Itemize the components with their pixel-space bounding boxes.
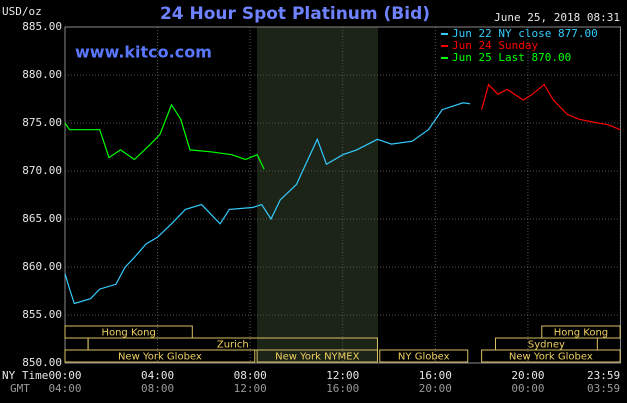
session-label: New York NYMEX [275, 352, 360, 363]
x-tick-label: 16:00 [419, 369, 452, 382]
y-tick-label: 860.00 [22, 260, 62, 273]
session-label: New York Globex [509, 352, 593, 363]
session-label: Hong Kong [554, 328, 608, 339]
unit-label: USD/oz [2, 5, 42, 18]
y-tick-label: 880.00 [22, 68, 62, 81]
x-tick-label: 12:00 [326, 369, 359, 382]
session-label: Zurich [217, 340, 249, 351]
session-box [481, 349, 621, 363]
x-tick-label-gmt: 04:00 [48, 382, 81, 395]
x-tick-label: 04:00 [141, 369, 174, 382]
legend-label: Jun 24 Sunday [452, 39, 538, 52]
series-line [481, 83, 621, 131]
x-tick-label-gmt: 20:00 [419, 382, 452, 395]
x-tick-label-gmt: 08:00 [141, 382, 174, 395]
y-tick-label: 865.00 [22, 212, 62, 225]
session-label: NY Globex [398, 352, 450, 363]
x-tick-label-gmt: 00:00 [511, 382, 544, 395]
x-tick-label: 08:00 [234, 369, 267, 382]
x-tick-label-gmt: 16:00 [326, 382, 359, 395]
x-axis-label: NY Time [2, 369, 48, 382]
x-tick-label-gmt: 12:00 [234, 382, 267, 395]
x-tick-label: 23:59 [587, 369, 620, 382]
x-axis2-label: GMT [10, 382, 30, 395]
timestamp: June 25, 2018 08:31 [494, 11, 620, 24]
legend-label: Jun 22 NY close 877.00 [452, 27, 598, 40]
watermark: www.kitco.com [75, 43, 212, 62]
sessions: Hong Kong Zurich New York Globex New York N… [64, 325, 621, 363]
y-tick-label: 875.00 [22, 116, 62, 129]
legend-label: Jun 25 Last 870.00 [452, 51, 571, 64]
series-line [64, 103, 265, 170]
y-tick-label: 855.00 [22, 308, 62, 321]
session-box [379, 349, 469, 363]
nymex-shade [257, 27, 378, 363]
chart-title: 24 Hour Spot Platinum (Bid) [160, 4, 430, 24]
session-label: New York Globex [118, 352, 202, 363]
session-label: Sydney [528, 340, 565, 351]
x-tick-label: 20:00 [511, 369, 544, 382]
x-tick-label-gmt: 03:59 [587, 382, 620, 395]
session-label: Hong Kong [101, 328, 155, 339]
x-tick-label: 00:00 [48, 369, 81, 382]
series-line [64, 102, 471, 305]
session-box [256, 349, 378, 363]
session-box [64, 349, 256, 363]
plot-frame [64, 26, 621, 364]
y-tick-label: 885.00 [22, 20, 62, 33]
y-tick-label: 870.00 [22, 164, 62, 177]
y-tick-label: 850.00 [22, 356, 62, 369]
